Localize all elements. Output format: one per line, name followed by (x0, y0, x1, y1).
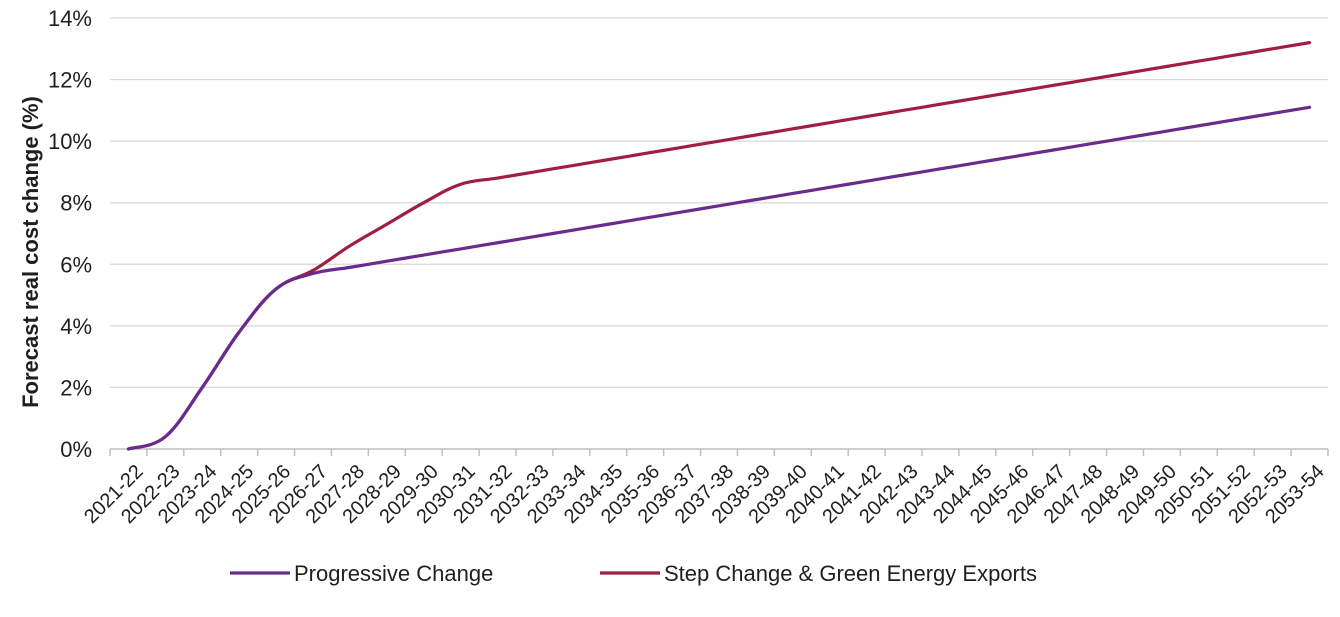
series-lines (126, 41, 1312, 451)
x-tick-labels: 2021-222022-232023-242024-252025-262026-… (80, 461, 1329, 528)
gridlines (110, 17, 1328, 389)
legend-label: Progressive Change (294, 561, 493, 586)
legend-item: Step Change & Green Energy Exports (600, 561, 1037, 586)
y-tick-label: 14% (48, 6, 92, 31)
legend: Progressive Change Step Change & Green En… (230, 561, 1037, 586)
axes (109, 448, 1329, 456)
y-tick-labels: 0% 2% 4% 6% 8% 10% 12% 14% (48, 6, 92, 462)
y-tick-label: 6% (60, 252, 92, 277)
legend-label: Step Change & Green Energy Exports (664, 561, 1037, 586)
series-line-step-change-green-energy-exports (126, 41, 1312, 451)
y-tick-label: 10% (48, 129, 92, 154)
y-tick-label: 12% (48, 68, 92, 93)
y-tick-label: 4% (60, 314, 92, 339)
y-tick-label: 0% (60, 437, 92, 462)
y-tick-label: 2% (60, 375, 92, 400)
legend-item: Progressive Change (230, 561, 493, 586)
y-axis-label: Forecast real cost change (%) (18, 96, 43, 408)
y-tick-label: 8% (60, 191, 92, 216)
series-line-progressive-change (126, 105, 1312, 451)
